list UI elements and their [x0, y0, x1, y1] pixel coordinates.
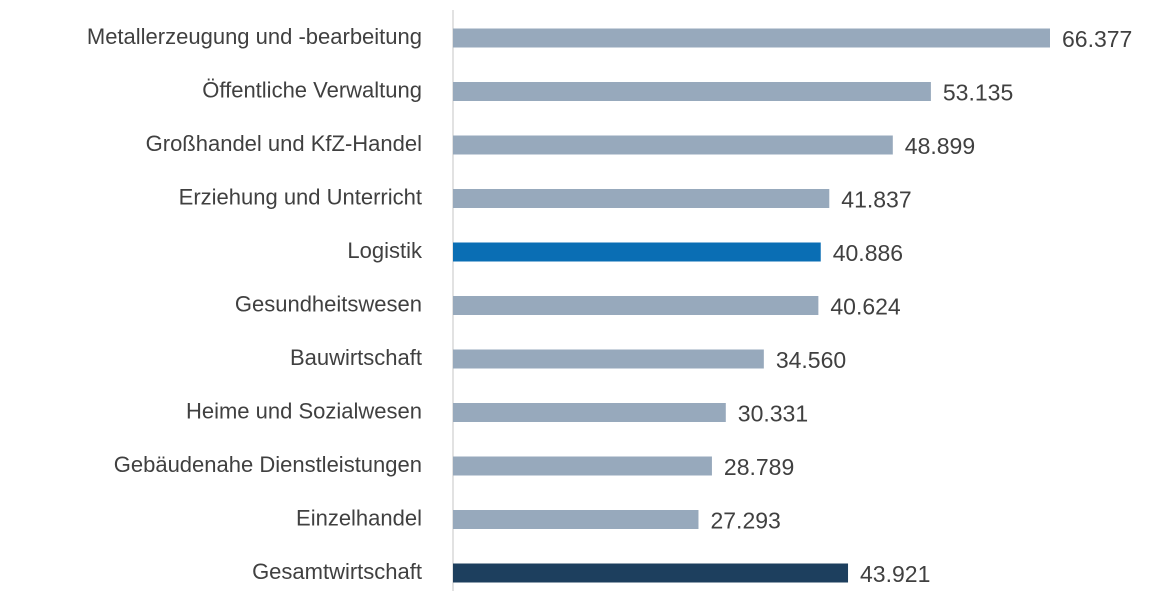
value-label: 53.135	[943, 80, 1013, 106]
bar	[453, 510, 699, 529]
value-label: 43.921	[860, 561, 930, 587]
value-label: 40.624	[830, 294, 901, 320]
bar	[453, 456, 712, 476]
category-label: Gebäudenahe Dienstleistungen	[114, 452, 422, 477]
category-label: Einzelhandel	[296, 505, 422, 530]
bar	[453, 135, 893, 155]
bar	[453, 82, 931, 101]
category-label: Logistik	[347, 238, 423, 263]
value-label: 30.331	[738, 401, 808, 427]
category-label: Bauwirtschaft	[290, 345, 422, 370]
value-label: 40.886	[833, 240, 903, 266]
bar	[453, 189, 830, 208]
bar	[453, 28, 1050, 48]
value-label: 34.560	[776, 347, 846, 373]
value-label: 66.377	[1062, 26, 1132, 52]
category-label: Gesundheitswesen	[235, 291, 422, 316]
category-label: Erziehung und Unterricht	[179, 184, 422, 209]
category-label: Metallerzeugung und -bearbeitung	[87, 24, 422, 49]
category-label: Gesamtwirtschaft	[252, 559, 422, 584]
category-label: Großhandel und KfZ-Handel	[146, 131, 422, 156]
bar	[453, 563, 849, 583]
bar	[453, 349, 764, 369]
value-label: 41.837	[841, 187, 911, 213]
bar	[453, 403, 726, 422]
category-label: Öffentliche Verwaltung	[202, 77, 422, 102]
value-label: 27.293	[710, 508, 780, 534]
bar	[453, 296, 819, 315]
category-label: Heime und Sozialwesen	[186, 398, 422, 423]
value-label: 28.789	[724, 454, 794, 480]
bar	[453, 242, 821, 262]
value-label: 48.899	[905, 133, 975, 159]
